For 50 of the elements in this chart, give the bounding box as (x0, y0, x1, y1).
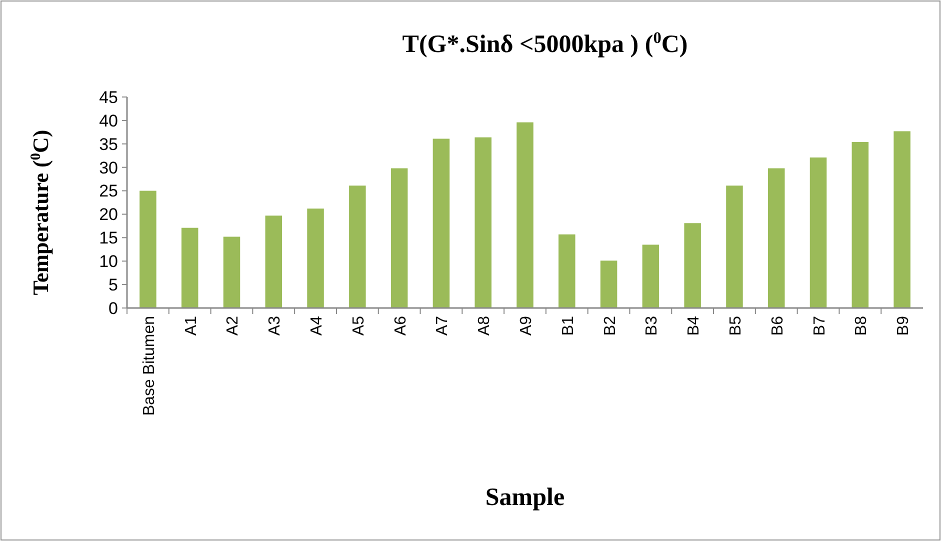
bar (600, 260, 618, 308)
bar (390, 168, 408, 308)
bar (726, 186, 743, 308)
bar (474, 137, 492, 308)
y-tick-label: 15 (99, 228, 118, 248)
y-tick-label: 35 (99, 134, 118, 154)
x-tick-label: A1 (182, 316, 200, 336)
x-tick-label: Base Bitumen (140, 316, 158, 416)
bar (223, 236, 240, 308)
bar (684, 223, 701, 308)
bar (642, 244, 660, 308)
bar (894, 131, 910, 308)
bar (307, 208, 324, 308)
y-tick-label: 40 (99, 111, 118, 130)
x-tick-label: B6 (769, 316, 786, 336)
bar (558, 234, 576, 308)
y-tick-label: 20 (99, 205, 118, 224)
bar (852, 142, 869, 308)
bar (181, 228, 198, 308)
x-tick-label: B9 (895, 316, 912, 336)
x-tick-label: A4 (308, 316, 326, 336)
y-tick-label: 10 (99, 252, 118, 272)
y-tick-label: 25 (99, 182, 118, 201)
x-axis-title: Sample (485, 484, 565, 511)
x-tick-label: B7 (811, 316, 828, 336)
y-tick-label: 45 (99, 88, 118, 107)
x-tick-label: A7 (434, 316, 452, 336)
x-tick-label: B1 (560, 316, 577, 336)
bar (265, 216, 282, 308)
y-tick-label: 5 (108, 276, 118, 295)
x-tick-label: B5 (727, 316, 744, 336)
x-tick-label: A2 (224, 316, 242, 336)
y-tick-label: 30 (99, 158, 118, 178)
x-tick-label: B8 (853, 316, 870, 336)
x-tick-label: A9 (518, 316, 535, 336)
x-tick-label: B4 (686, 316, 703, 336)
y-tick-label: 0 (108, 298, 118, 318)
bar (349, 186, 366, 308)
x-tick-label: A6 (392, 316, 410, 336)
bar (432, 138, 450, 308)
bar (768, 168, 785, 308)
x-tick-label: B3 (644, 316, 661, 336)
bar (140, 190, 156, 308)
x-tick-label: A8 (476, 316, 494, 336)
x-tick-label: A3 (266, 316, 284, 336)
bar (516, 122, 534, 308)
x-tick-label: B2 (602, 316, 619, 336)
x-tick-label: A5 (350, 316, 368, 336)
bar (810, 157, 827, 308)
chart-title: T(G*.Sinδ <5000kpa ) ($^{0}$C) (402, 29, 688, 58)
